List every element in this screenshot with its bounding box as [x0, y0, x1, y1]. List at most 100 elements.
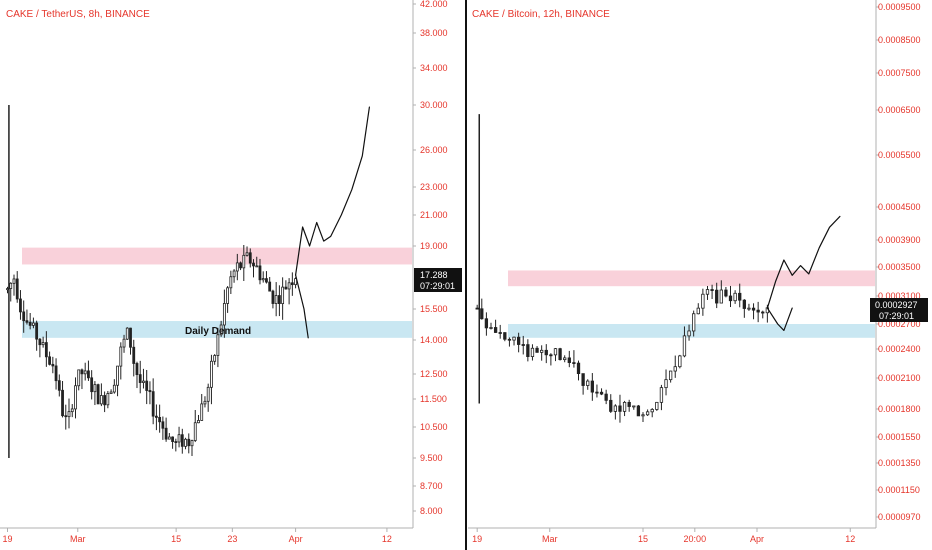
candle [503, 332, 507, 342]
candle [742, 299, 746, 318]
x-tick-label: Apr [289, 534, 303, 544]
y-tick-label: 0.0009500 [878, 2, 921, 12]
candle [599, 388, 604, 396]
y-tick-label: 26.000 [420, 145, 448, 155]
y-tick-label: 19.000 [420, 241, 448, 251]
x-tick-label: Apr [750, 534, 764, 544]
candle [80, 368, 84, 390]
candle [93, 381, 97, 406]
candle [544, 344, 548, 364]
x-tick-label: Mar [542, 534, 558, 544]
candle [70, 404, 74, 418]
projection-path-1 [295, 106, 370, 276]
candle [19, 290, 22, 320]
candle [526, 339, 530, 362]
y-tick-label: 0.0001150 [878, 485, 920, 495]
left-last-price-tag: 17.288 07:29:01 [414, 268, 462, 292]
right-last-price: 0.0002927 [875, 300, 918, 310]
candle [122, 334, 126, 353]
candle [213, 354, 217, 365]
left-demand-zone [22, 321, 412, 338]
candle [74, 377, 77, 419]
candle [756, 301, 760, 323]
candle [572, 350, 576, 368]
candle [138, 360, 142, 394]
candle [632, 405, 636, 410]
candle [277, 285, 281, 317]
candle [229, 270, 233, 294]
candle [193, 409, 197, 443]
y-tick-label: 21.000 [420, 210, 448, 220]
candle [206, 383, 210, 412]
y-tick-label: 10.500 [420, 422, 448, 432]
candle [22, 300, 26, 333]
candle [586, 379, 590, 390]
y-tick-label: 0.0006500 [878, 105, 921, 115]
candle [281, 277, 285, 320]
candle [609, 394, 613, 413]
candle [558, 347, 562, 361]
candle [41, 336, 45, 348]
candle [480, 298, 484, 320]
candle [200, 393, 204, 421]
x-tick-label: Mar [70, 534, 86, 544]
candle [12, 274, 16, 296]
candle [747, 303, 751, 311]
candle [659, 384, 664, 411]
candle [636, 404, 641, 417]
candle [248, 248, 252, 268]
candle [219, 320, 223, 337]
candle [290, 272, 294, 296]
candle [125, 327, 129, 340]
candle [48, 351, 51, 366]
y-tick-label: 14.000 [420, 335, 448, 345]
candle [604, 389, 608, 405]
candle [724, 286, 728, 298]
candle [148, 381, 152, 405]
candle [151, 378, 155, 425]
candle [106, 390, 110, 409]
candle [710, 284, 714, 299]
candle [132, 339, 136, 377]
candle [719, 280, 723, 304]
candle [57, 374, 61, 397]
left-supply-zone [22, 247, 412, 265]
candle [87, 360, 90, 381]
projection-path-1 [766, 215, 841, 309]
candle [235, 253, 239, 281]
candle [692, 310, 696, 337]
right-countdown: 07:29:01 [879, 311, 914, 321]
right-chart-title: CAKE / Bitcoin, 12h, BINANCE [472, 9, 610, 20]
candle [650, 408, 654, 418]
x-tick-label: 19 [3, 534, 13, 544]
right-chart-panel[interactable]: CAKE / Bitcoin, 12h, BINANCE 0.0009500 0.… [468, 0, 928, 544]
candle [103, 391, 107, 413]
candle [190, 439, 194, 456]
candle [222, 289, 226, 338]
x-tick-label: 20:00 [684, 534, 707, 544]
y-tick-label: 0.0003100 [878, 291, 921, 301]
candle [516, 332, 521, 353]
y-tick-label: 15.500 [420, 304, 448, 314]
candle [696, 303, 700, 315]
left-chart-panel[interactable]: CAKE / TetherUS, 8h, BINANCE 42.000 38.00… [0, 0, 462, 544]
x-tick-label: 23 [227, 534, 237, 544]
candle [164, 417, 168, 442]
candle [61, 380, 64, 418]
candle [622, 400, 627, 417]
candle [576, 360, 581, 381]
candle [161, 416, 165, 440]
candle [226, 286, 230, 313]
candle [245, 246, 249, 257]
candle [595, 384, 599, 398]
y-tick-label: 0.0003500 [878, 262, 921, 272]
candle [728, 285, 733, 308]
right-last-price-tag: 0.0002927 07:29:01 [870, 298, 928, 322]
candle [641, 412, 645, 422]
candle [581, 373, 585, 395]
candle [177, 426, 181, 448]
candle [142, 368, 145, 389]
left-countdown: 07:29:01 [420, 281, 455, 291]
candle [664, 369, 668, 396]
